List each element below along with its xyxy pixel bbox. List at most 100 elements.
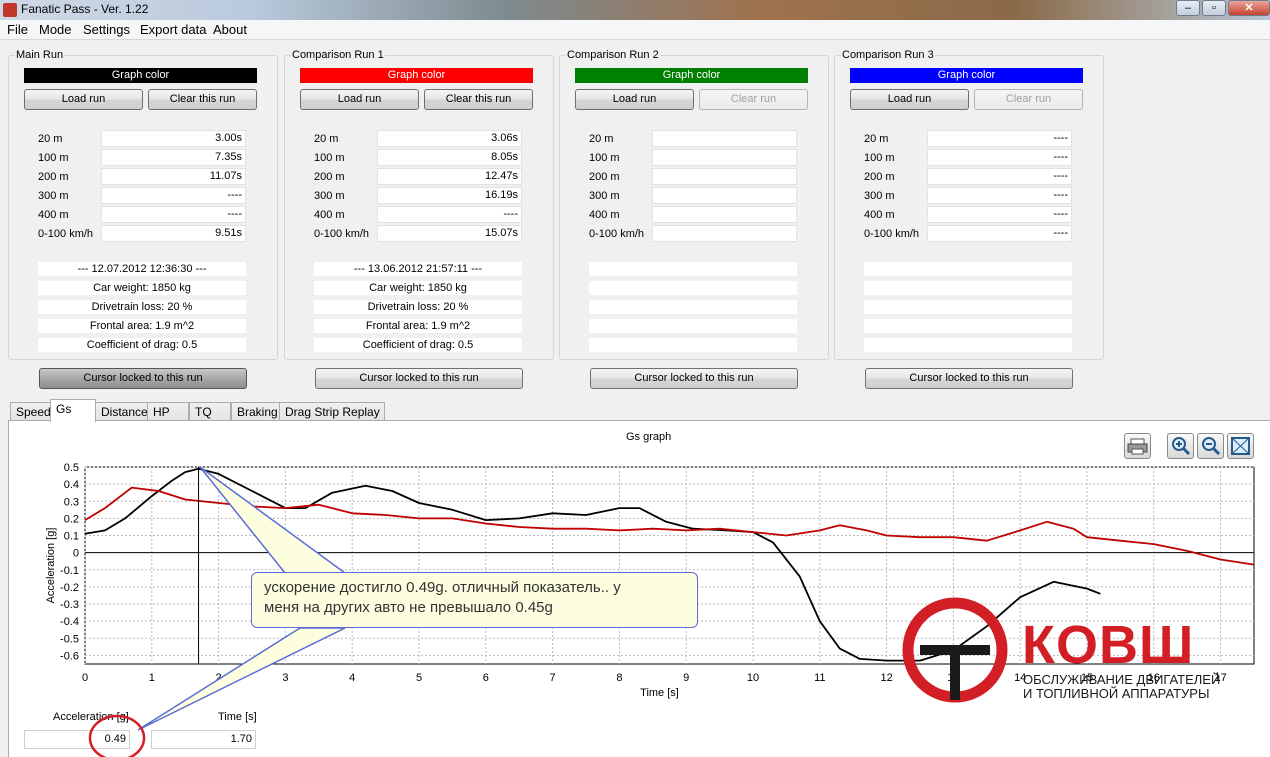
annotation-line-2: меня на других авто не превышало 0.45g [264,599,553,616]
x-tick-label: 4 [349,672,355,684]
split-value: ---- [927,149,1072,166]
logo-text: КОВШ [1022,615,1195,675]
y-tick-label: 0.2 [64,513,79,525]
run-panel-title: Comparison Run 3 [841,49,935,61]
menu-settings[interactable]: Settings [83,22,130,37]
series-line-1 [84,486,1255,566]
tab-drag-strip-replay[interactable]: Drag Strip Replay [279,402,385,421]
clear-run-button[interactable]: Clear this run [148,89,257,110]
y-tick-label: 0 [73,548,79,560]
graph-color-button[interactable]: Graph color [300,68,533,83]
split-value: ---- [927,187,1072,204]
split-label: 200 m [864,171,895,183]
run-info: Car weight: 1850 kg [38,281,246,295]
graph-color-button[interactable]: Graph color [850,68,1083,83]
run-info [589,338,797,352]
minimize-button[interactable]: ‒ [1176,0,1200,16]
split-label: 400 m [589,209,620,221]
split-label: 100 m [589,152,620,164]
time-value: 1.70 [151,730,256,749]
tab-distance[interactable]: Distance [95,402,153,421]
maximize-button[interactable]: ▫ [1202,0,1226,16]
cursor-lock-button[interactable]: Cursor locked to this run [865,368,1073,389]
split-label: 200 m [38,171,69,183]
zoom-fit-icon[interactable] [1227,433,1254,459]
clear-run-button[interactable]: Clear run [974,89,1083,110]
split-value: ---- [927,206,1072,223]
run-info: --- 13.06.2012 21:57:11 --- [314,262,522,276]
split-value: ---- [377,206,522,223]
split-label: 300 m [864,190,895,202]
cursor-lock-button[interactable]: Cursor locked to this run [39,368,247,389]
run-panel-1: Comparison Run 1 Graph color Load run Clear… [284,49,554,360]
acceleration-value: 0.49 [24,730,130,749]
zoom-out-icon[interactable] [1197,433,1224,459]
window-title-bar: Fanatic Pass - Ver. 1.22 ‒ ▫ ✕ [0,0,1270,20]
split-label: 20 m [589,133,614,145]
split-label: 0-100 km/h [589,228,645,240]
split-value: 11.07s [101,168,246,185]
y-tick-label: -0.3 [60,599,79,611]
logo-tagline: ОБСЛУЖИВАНИЕ ДВИГАТЕЛЕЙ И ТОПЛИВНОЙ АППА… [1023,672,1221,701]
x-tick-label: 16 [1148,672,1160,684]
window-title: Fanatic Pass - Ver. 1.22 [21,2,149,16]
split-value: ---- [927,130,1072,147]
split-label: 100 m [38,152,69,164]
graph-color-button[interactable]: Graph color [24,68,257,83]
split-label: 0-100 km/h [38,228,94,240]
split-value: 3.06s [377,130,522,147]
x-tick-label: 15 [1081,672,1093,684]
run-panel-title: Comparison Run 1 [291,49,385,61]
clear-run-button[interactable]: Clear this run [424,89,533,110]
x-axis-label: Time [s] [640,687,679,699]
printer-icon[interactable] [1124,433,1151,459]
run-info: Coefficient of drag: 0.5 [314,338,522,352]
cursor-lock-button[interactable]: Cursor locked to this run [590,368,798,389]
run-info [864,338,1072,352]
clear-run-button[interactable]: Clear run [699,89,808,110]
run-info [864,281,1072,295]
app-icon [3,3,17,17]
menu-mode[interactable]: Mode [39,22,72,37]
run-info [589,281,797,295]
cursor-lock-button[interactable]: Cursor locked to this run [315,368,523,389]
x-tick-label: 8 [616,672,622,684]
load-run-button[interactable]: Load run [850,89,969,110]
split-value: ---- [927,225,1072,242]
y-tick-label: -0.2 [60,582,79,594]
time-label: Time [s] [218,711,257,723]
run-info [589,300,797,314]
split-value: 3.00s [101,130,246,147]
run-info [864,300,1072,314]
split-value: ---- [101,206,246,223]
split-label: 100 m [314,152,345,164]
run-panel-0: Main Run Graph color Load run Clear this ru… [8,49,278,360]
menu-file[interactable]: File [7,22,28,37]
load-run-button[interactable]: Load run [24,89,143,110]
split-label: 400 m [38,209,69,221]
x-tick-label: 6 [483,672,489,684]
run-panel-3: Comparison Run 3 Graph color Load run Clear… [834,49,1104,360]
split-value: 16.19s [377,187,522,204]
graph-title: Gs graph [626,431,672,443]
tab-hp[interactable]: HP [147,402,189,421]
load-run-button[interactable]: Load run [300,89,419,110]
tab-braking[interactable]: Braking [231,402,283,421]
graph-color-button[interactable]: Graph color [575,68,808,83]
zoom-in-icon[interactable] [1167,433,1194,459]
split-value [652,130,797,147]
tab-gs[interactable]: Gs [50,399,96,422]
split-value: 7.35s [101,149,246,166]
load-run-button[interactable]: Load run [575,89,694,110]
run-info: Frontal area: 1.9 m^2 [38,319,246,333]
menu-about[interactable]: About [213,22,247,37]
x-tick-label: 9 [683,672,689,684]
tab-tq[interactable]: TQ [189,402,231,421]
y-axis-label: Acceleration [g] [45,528,57,604]
split-label: 300 m [38,190,69,202]
menu-export-data[interactable]: Export data [140,22,207,37]
split-value: 8.05s [377,149,522,166]
menu-bar: File Mode Settings Export data About [0,20,1270,40]
split-label: 300 m [589,190,620,202]
